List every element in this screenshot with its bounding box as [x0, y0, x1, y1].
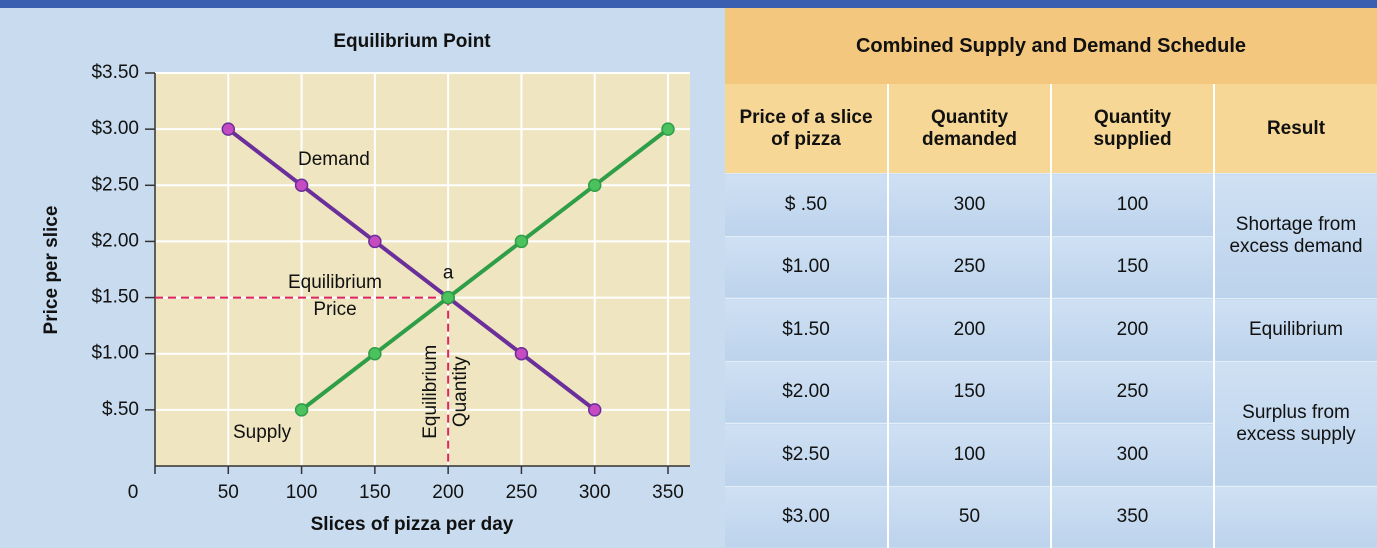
y-tick-label: $3.50: [91, 62, 139, 83]
y-tick-label: $1.50: [91, 287, 139, 308]
chart: Equilibrium Point Slices of pizza per da…: [41, 31, 690, 536]
y-tick-label: $2.50: [91, 174, 139, 195]
plot-area: [155, 73, 690, 466]
cell: 200: [887, 298, 1051, 362]
y-tick-label: $1.00: [91, 343, 139, 364]
cell: 250: [1050, 360, 1214, 424]
cell: 200: [1050, 298, 1214, 362]
x-tick-label: 50: [218, 482, 239, 503]
x-tick-label: 100: [286, 482, 318, 503]
top-bar: [0, 0, 1377, 8]
point: [441, 290, 455, 305]
cell: $1.00: [725, 235, 888, 299]
x-tick-label: 250: [506, 482, 538, 503]
equilibrium-quantity-label: Equilibrium: [420, 345, 441, 439]
equilibrium-price-label: Price: [313, 299, 356, 320]
cell: 350: [1050, 485, 1214, 548]
series-line: [227, 127, 596, 412]
cell: $2.00: [725, 360, 888, 424]
cell: 100: [887, 423, 1051, 487]
cell: 300: [1050, 423, 1214, 487]
empty-cell: [1213, 485, 1377, 548]
cell: 100: [1050, 173, 1214, 237]
y-tick-label: $2.00: [91, 230, 139, 251]
y-axis-label: Price per slice: [41, 206, 62, 335]
header: Result: [1213, 84, 1377, 174]
result: Equilibrium: [1213, 298, 1377, 362]
point: [514, 346, 529, 361]
cell: $1.50: [725, 298, 888, 362]
x-tick-label: 350: [652, 482, 684, 503]
chart-title: Equilibrium Point: [333, 31, 491, 52]
cell: 250: [887, 235, 1051, 299]
series-label: Supply: [233, 422, 292, 443]
header: Price of a slice of pizza: [725, 84, 888, 174]
point: [661, 122, 675, 136]
equilibrium-quantity-label: Quantity: [450, 356, 471, 427]
schedule-table: Combined Supply and Demand Schedule Pric…: [725, 8, 1377, 548]
header: Quantity demanded: [887, 84, 1051, 174]
cell: $2.50: [725, 423, 888, 487]
x-tick-label: 200: [432, 482, 464, 503]
point: [221, 122, 236, 136]
cell: 50: [887, 485, 1051, 548]
result: Surplus from excess supply: [1213, 360, 1377, 487]
cell: 300: [887, 173, 1051, 237]
x-axis-label: Slices of pizza per day: [311, 514, 514, 535]
point: [294, 403, 309, 417]
point: [368, 234, 382, 249]
cell: 150: [887, 360, 1051, 424]
result: Shortage from excess demand: [1213, 173, 1377, 299]
point: [587, 178, 602, 193]
series-label: Demand: [298, 149, 370, 170]
table-title: Combined Supply and Demand Schedule: [725, 8, 1377, 85]
point: [368, 346, 382, 361]
point: [587, 403, 602, 417]
cell: 150: [1050, 235, 1214, 299]
x-tick-label: 150: [359, 482, 391, 503]
point: [294, 178, 309, 193]
x-tick-label: 300: [579, 482, 611, 503]
cell: $3.00: [725, 485, 888, 548]
x-tick-label: 0: [128, 482, 139, 503]
equilibrium-point-label: a: [443, 263, 454, 284]
point: [514, 234, 529, 249]
y-tick-label: $3.00: [91, 118, 139, 139]
series-line: [300, 127, 670, 412]
header: Quantity supplied: [1050, 84, 1214, 174]
y-tick-label: $.50: [102, 399, 139, 420]
cell: $ .50: [725, 173, 888, 237]
equilibrium-price-label: Equilibrium: [288, 272, 382, 293]
